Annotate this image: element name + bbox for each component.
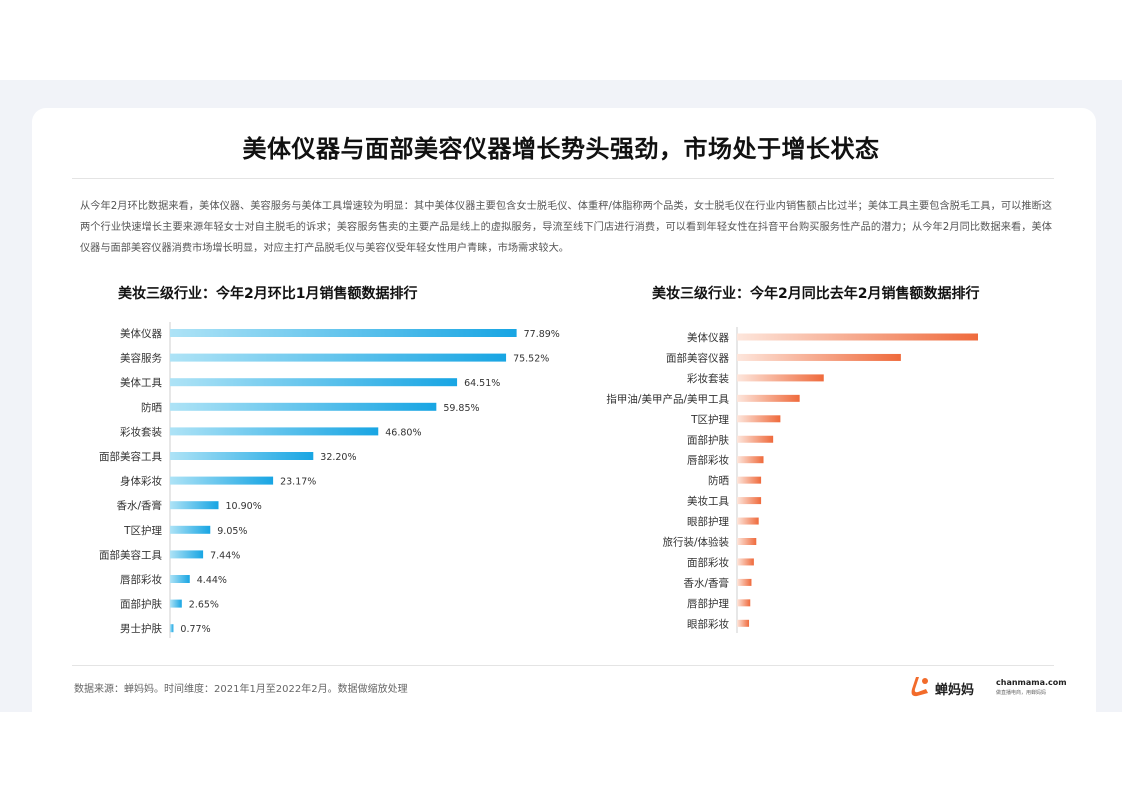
mom-value-label: 10.90%	[226, 501, 262, 512]
mom-category-label: 美体仪器	[120, 327, 162, 340]
yoy-category-label: 眼部彩妆	[687, 617, 729, 630]
mom-bar	[170, 501, 219, 510]
mom-value-label: 9.05%	[217, 526, 247, 537]
mom-category-label: 美体工具	[120, 376, 162, 389]
yoy-category-label: 旅行装/体验装	[662, 536, 729, 549]
yoy-bar	[737, 476, 762, 484]
mom-value-label: 75.52%	[513, 354, 549, 365]
mom-bar	[170, 575, 190, 583]
yoy-bar	[737, 517, 759, 525]
yoy-category-label: 唇部护理	[687, 597, 729, 610]
mom-category-label: 面部美容工具	[99, 450, 162, 463]
mom-value-label: 32.20%	[320, 452, 356, 463]
mom-bar	[170, 476, 274, 485]
mom-bar	[170, 402, 437, 411]
yoy-bar	[737, 415, 781, 423]
mom-value-label: 2.65%	[189, 600, 219, 611]
brand-name: 蝉妈妈	[935, 683, 975, 698]
yoy-bar	[737, 394, 800, 402]
yoy-category-label: 眼部护理	[687, 515, 729, 528]
mom-category-label: 唇部彩妆	[120, 573, 162, 586]
mom-bar	[170, 378, 458, 387]
right-chart-title: 美妆三级行业：今年2月同比去年2月销售额数据排行	[652, 286, 980, 302]
yoy-bar	[737, 435, 774, 443]
intro-paragraph: 从今年2月环比数据来看，美体仪器、美容服务与美体工具增速较为明显：其中美体仪器主…	[80, 201, 1052, 254]
yoy-bar	[737, 456, 764, 464]
mom-category-label: 面部美容工具	[99, 548, 162, 561]
mom-category-label: 彩妆套装	[120, 425, 162, 438]
mom-category-label: 男士护肤	[120, 622, 162, 635]
mom-category-label: 香水/香膏	[116, 499, 162, 512]
mom-value-label: 0.77%	[180, 624, 210, 635]
mom-value-label: 46.80%	[385, 427, 421, 438]
data-source-note: 数据来源：蝉妈妈。时间维度：2021年1月至2022年2月。数据做缩放处理	[74, 684, 408, 695]
yoy-category-label: 面部美容仪器	[666, 351, 729, 364]
mom-value-label: 7.44%	[210, 550, 240, 561]
mom-bar	[170, 624, 174, 633]
yoy-category-label: 香水/香膏	[683, 576, 729, 589]
yoy-bar	[737, 558, 754, 566]
yoy-category-label: 彩妆套装	[687, 372, 729, 385]
yoy-category-label: 指甲油/美甲产品/美甲工具	[606, 392, 729, 405]
page-title: 美体仪器与面部美容仪器增长势头强劲，市场处于增长状态	[242, 135, 880, 163]
footer-divider	[72, 665, 1054, 666]
yoy-bar	[737, 353, 901, 361]
mom-category-label: 身体彩妆	[120, 475, 162, 488]
yoy-category-label: 美体仪器	[687, 331, 729, 344]
mom-bar	[170, 452, 314, 460]
mom-bar	[170, 599, 182, 608]
mom-category-label: 美容服务	[120, 352, 162, 365]
mom-value-label: 4.44%	[197, 575, 227, 586]
yoy-bar	[737, 374, 824, 382]
mom-category-label: T区护理	[123, 524, 162, 537]
brand-slogan: 做直播电商，用蝉妈妈	[996, 690, 1047, 696]
mom-sales-bar-chart: 美体仪器 77.89% 美容服务 75.52% 美体工具 64.51% 防晒 59.85% 彩妆…	[99, 322, 560, 638]
mom-bar	[170, 525, 211, 534]
yoy-bar	[737, 619, 750, 627]
mom-value-label: 59.85%	[443, 403, 479, 414]
yoy-category-label: 面部彩妆	[687, 556, 729, 569]
mom-bar	[170, 329, 517, 337]
yoy-bar	[737, 497, 762, 505]
mom-bar	[170, 427, 379, 436]
brand-site: chanmama.com	[996, 678, 1067, 687]
mom-value-label: 23.17%	[280, 477, 316, 488]
yoy-category-label: T区护理	[690, 413, 729, 426]
mom-category-label: 防晒	[141, 401, 162, 414]
yoy-category-label: 面部护肤	[687, 433, 729, 446]
yoy-category-label: 美妆工具	[687, 495, 729, 508]
mom-bar	[170, 550, 204, 559]
mom-category-label: 面部护肤	[120, 598, 162, 611]
brand-mark-icon	[911, 677, 928, 697]
yoy-bar	[737, 578, 752, 586]
mom-value-label: 64.51%	[464, 378, 500, 389]
yoy-category-label: 防晒	[708, 474, 729, 487]
yoy-bar	[737, 599, 751, 607]
yoy-bar	[737, 333, 978, 341]
yoy-category-label: 唇部彩妆	[687, 454, 729, 467]
brand-logo: 蝉妈妈 chanmama.com 做直播电商，用蝉妈妈	[910, 675, 1067, 699]
title-divider	[72, 178, 1054, 179]
yoy-bar	[737, 538, 757, 545]
mom-value-label: 77.89%	[524, 329, 560, 340]
left-chart-title: 美妆三级行业：今年2月环比1月销售额数据排行	[118, 286, 418, 302]
mom-bar	[170, 353, 507, 362]
